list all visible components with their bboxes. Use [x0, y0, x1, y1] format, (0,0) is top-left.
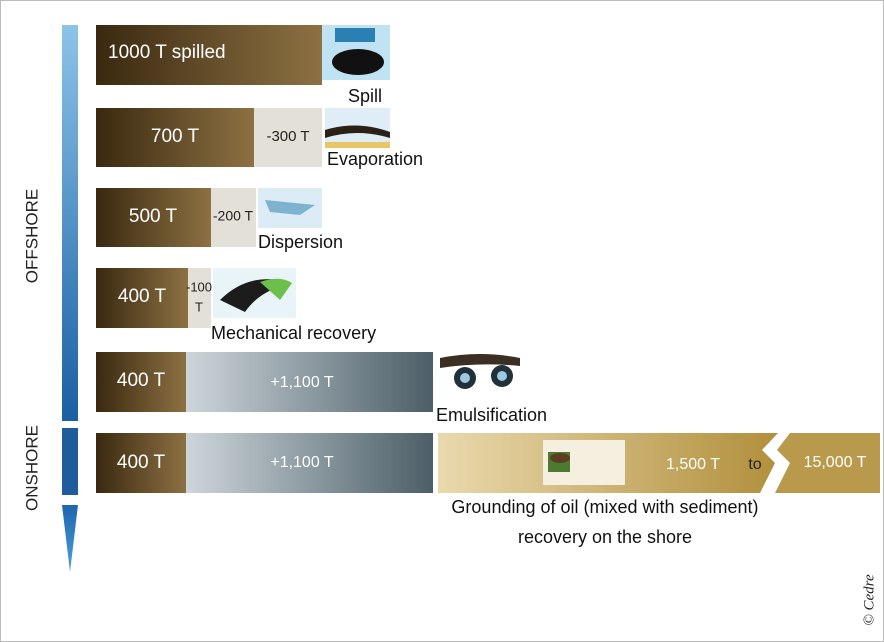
change-label: +1,100 T: [270, 374, 334, 391]
offshore-bar: [62, 25, 78, 421]
change-bar: [188, 268, 211, 328]
remaining-label: 500 T: [129, 206, 178, 227]
onshore-bar: [62, 428, 78, 495]
step-caption: Emulsification: [436, 405, 547, 425]
change-label: -300 T: [266, 128, 309, 145]
section-label: ONSHORE: [22, 425, 41, 511]
section-label: OFFSHORE: [22, 189, 41, 283]
grounding-caption: recovery on the shore: [518, 527, 692, 547]
remaining-label: 1000 T spilled: [108, 42, 226, 63]
change-label: +1,100 T: [270, 454, 334, 471]
recovery-icon: [213, 268, 296, 318]
change-label: -100: [186, 279, 212, 294]
grounding-to-word: to: [748, 456, 761, 473]
grounding-from: 1,500 T: [666, 456, 720, 473]
remaining-label: 700 T: [151, 126, 200, 147]
remaining-label: 400 T: [117, 370, 166, 391]
shore-icon: [543, 440, 625, 485]
step-caption: Evaporation: [327, 149, 423, 169]
spill-icon: [322, 25, 390, 80]
change-label: -200 T: [213, 208, 254, 224]
change-label: T: [195, 299, 203, 314]
step-caption: Mechanical recovery: [211, 323, 376, 343]
diagram: OFFSHORE ONSHORE 1000 T spilled Spill 70…: [0, 0, 884, 642]
step-caption: Dispersion: [258, 232, 343, 252]
grounding-caption: Grounding of oil (mixed with sediment): [451, 497, 758, 517]
step-caption: Spill: [348, 86, 382, 106]
dispersion-icon: [258, 188, 322, 228]
evaporation-icon: [325, 108, 390, 148]
remaining-label: 400 T: [117, 452, 166, 473]
remaining-label: 400 T: [118, 286, 167, 307]
grounding-to: 15,000 T: [804, 454, 867, 471]
credit: © Cedre: [861, 574, 877, 626]
